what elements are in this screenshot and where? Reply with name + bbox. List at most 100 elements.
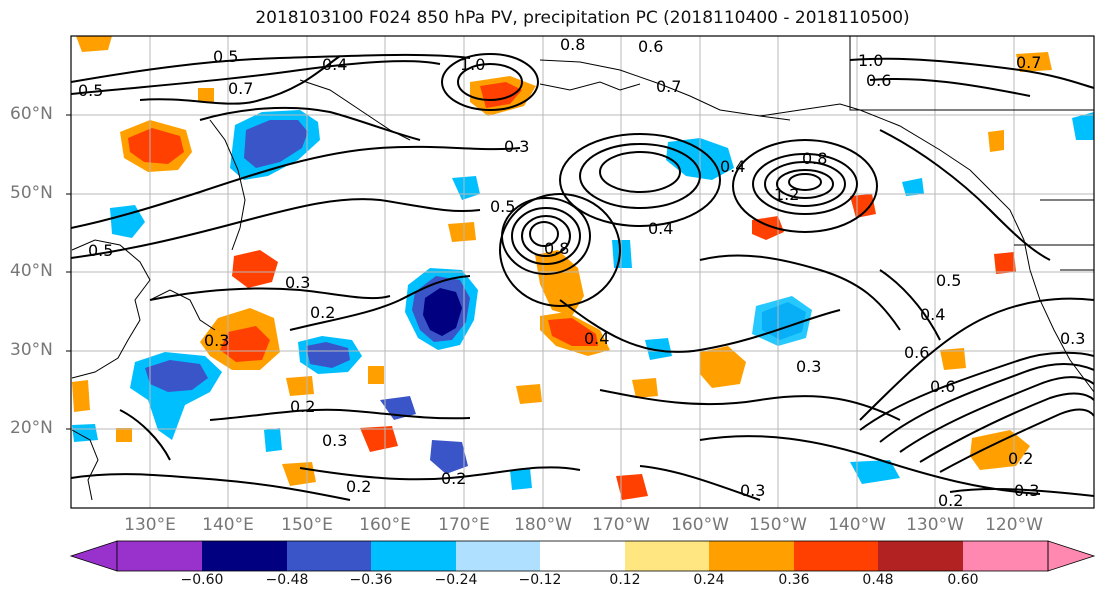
pos-anomaly-blob xyxy=(220,326,270,362)
contour-label: 0.6 xyxy=(866,71,891,90)
lon-label: 150°W xyxy=(749,515,807,535)
graticule xyxy=(71,36,1094,508)
lon-label: 160°E xyxy=(359,515,411,535)
pos-anomaly-blob xyxy=(700,346,746,388)
colorbar-segment xyxy=(540,541,625,571)
contour-label: 0.4 xyxy=(920,305,945,324)
colorbar-tick-label: 0.60 xyxy=(947,572,979,588)
contour-label: 0.7 xyxy=(656,77,681,96)
pos-anomaly-blob xyxy=(632,378,658,398)
pos-anomaly-blob xyxy=(1016,52,1052,72)
pos-anomaly-blob xyxy=(368,366,384,384)
contour-label: 0.4 xyxy=(648,219,673,238)
neg-anomaly-blob xyxy=(380,396,416,420)
pos-anomaly-blob xyxy=(480,82,522,108)
lon-label: 130°E xyxy=(124,515,176,535)
lat-label: 20°N xyxy=(10,418,53,438)
contour-label: 0.2 xyxy=(346,477,371,496)
lon-label: 180°W xyxy=(514,515,572,535)
contour-label: 0.2 xyxy=(938,491,963,510)
contour-label: 0.3 xyxy=(285,273,310,292)
pos-anomaly-blob xyxy=(198,88,214,102)
neg-anomaly-blob xyxy=(72,424,98,442)
pos-anomaly-blob xyxy=(232,250,278,288)
neg-anomaly-blob xyxy=(264,428,282,452)
contour-label: 0.4 xyxy=(720,157,745,176)
colorbar-extend-high xyxy=(1047,540,1096,572)
pos-anomaly-blob xyxy=(76,36,112,52)
contour-label: 0.4 xyxy=(584,329,609,348)
map-title: 2018103100 F024 850 hPa PV, precipitatio… xyxy=(255,8,910,28)
neg-anomaly-blob xyxy=(645,338,672,360)
lat-label: 60°N xyxy=(10,104,53,124)
colorbar-segment xyxy=(117,541,202,571)
contour-label: 0.2 xyxy=(290,397,315,416)
colorbar-segment xyxy=(878,541,963,571)
lat-label: 30°N xyxy=(10,340,53,360)
colorbar-extend-low xyxy=(69,540,118,572)
axis-ticks xyxy=(66,114,71,430)
colorbar-segment xyxy=(202,541,287,571)
pos-anomaly-blob xyxy=(548,318,598,346)
neg-anomaly-blob xyxy=(850,460,900,484)
colorbar-tick-label: −0.24 xyxy=(434,572,478,588)
contour-label: 0.8 xyxy=(544,239,569,258)
contour-label: 0.2 xyxy=(1008,449,1033,468)
lon-label: 170°W xyxy=(592,515,650,535)
neg-anomaly-blob xyxy=(430,440,468,474)
contour-labels: 0.5 0.4 0.8 0.7 0.6 1.0 0.3 0.7 0.5 0.2 … xyxy=(78,36,1085,510)
colorbar-segment xyxy=(287,541,371,571)
contour-label: 1.2 xyxy=(774,185,799,204)
colorbar-segment xyxy=(794,541,878,571)
pv-contours xyxy=(71,53,1094,501)
contour-label: 0.8 xyxy=(802,149,827,168)
pos-anomaly-blob xyxy=(616,474,648,500)
colorbar-tick-label: −0.12 xyxy=(518,572,562,588)
pos-anomaly-blob xyxy=(970,430,1030,470)
pos-anomaly-blob xyxy=(988,130,1004,152)
contour-label: 0.3 xyxy=(504,137,529,156)
colorbar-segment xyxy=(456,541,540,571)
colorbar-segment xyxy=(625,541,709,571)
lon-label: 160°W xyxy=(671,515,729,535)
contour-label: 0.2 xyxy=(441,469,466,488)
neg-anomaly-blob xyxy=(423,288,462,336)
colorbar-segment xyxy=(709,541,794,571)
pos-anomaly-blob xyxy=(116,428,132,442)
lat-label: 40°N xyxy=(10,261,53,281)
contour-label: 1.0 xyxy=(460,55,485,74)
contour-label: 0.5 xyxy=(78,81,103,100)
pos-anomaly-blob xyxy=(128,128,184,164)
contour-label: 0.3 xyxy=(204,331,229,350)
lon-label: 120°W xyxy=(985,515,1043,535)
contour-label: 0.3 xyxy=(1014,481,1039,500)
lon-label: 150°E xyxy=(281,515,333,535)
pos-anomaly-blob xyxy=(994,252,1016,274)
lat-label: 50°N xyxy=(10,183,53,203)
pos-anomaly-blob xyxy=(286,376,314,396)
contour-label: 0.4 xyxy=(322,55,347,74)
contour-label: 0.5 xyxy=(88,241,113,260)
colorbar-frame xyxy=(116,540,1049,572)
lon-label: 140°E xyxy=(202,515,254,535)
colorbar-segment xyxy=(963,541,1048,571)
lon-label: 170°E xyxy=(438,515,490,535)
colorbar xyxy=(69,540,1096,572)
pos-anomaly-blob xyxy=(516,384,542,404)
contour-label: 0.5 xyxy=(213,47,238,66)
colorbar-tick-label: 0.36 xyxy=(778,572,810,588)
contour-label: 0.3 xyxy=(796,357,821,376)
lon-label: 140°W xyxy=(828,515,886,535)
colorbar-segment xyxy=(371,541,456,571)
pos-anomaly-blob xyxy=(72,380,90,412)
neg-anomaly-blob xyxy=(510,468,532,490)
neg-anomaly-blob xyxy=(1072,112,1094,140)
colorbar-tick-label: −0.36 xyxy=(349,572,393,588)
contour-label: 0.3 xyxy=(740,481,765,500)
pos-anomaly-blob xyxy=(940,348,966,370)
neg-anomaly-blob xyxy=(110,205,145,238)
colorbar-tick-label: 0.12 xyxy=(609,572,641,588)
colorbar-tick-label: 0.48 xyxy=(862,572,894,588)
neg-anomaly-blob xyxy=(244,120,308,168)
pos-anomaly-blob xyxy=(448,222,476,242)
